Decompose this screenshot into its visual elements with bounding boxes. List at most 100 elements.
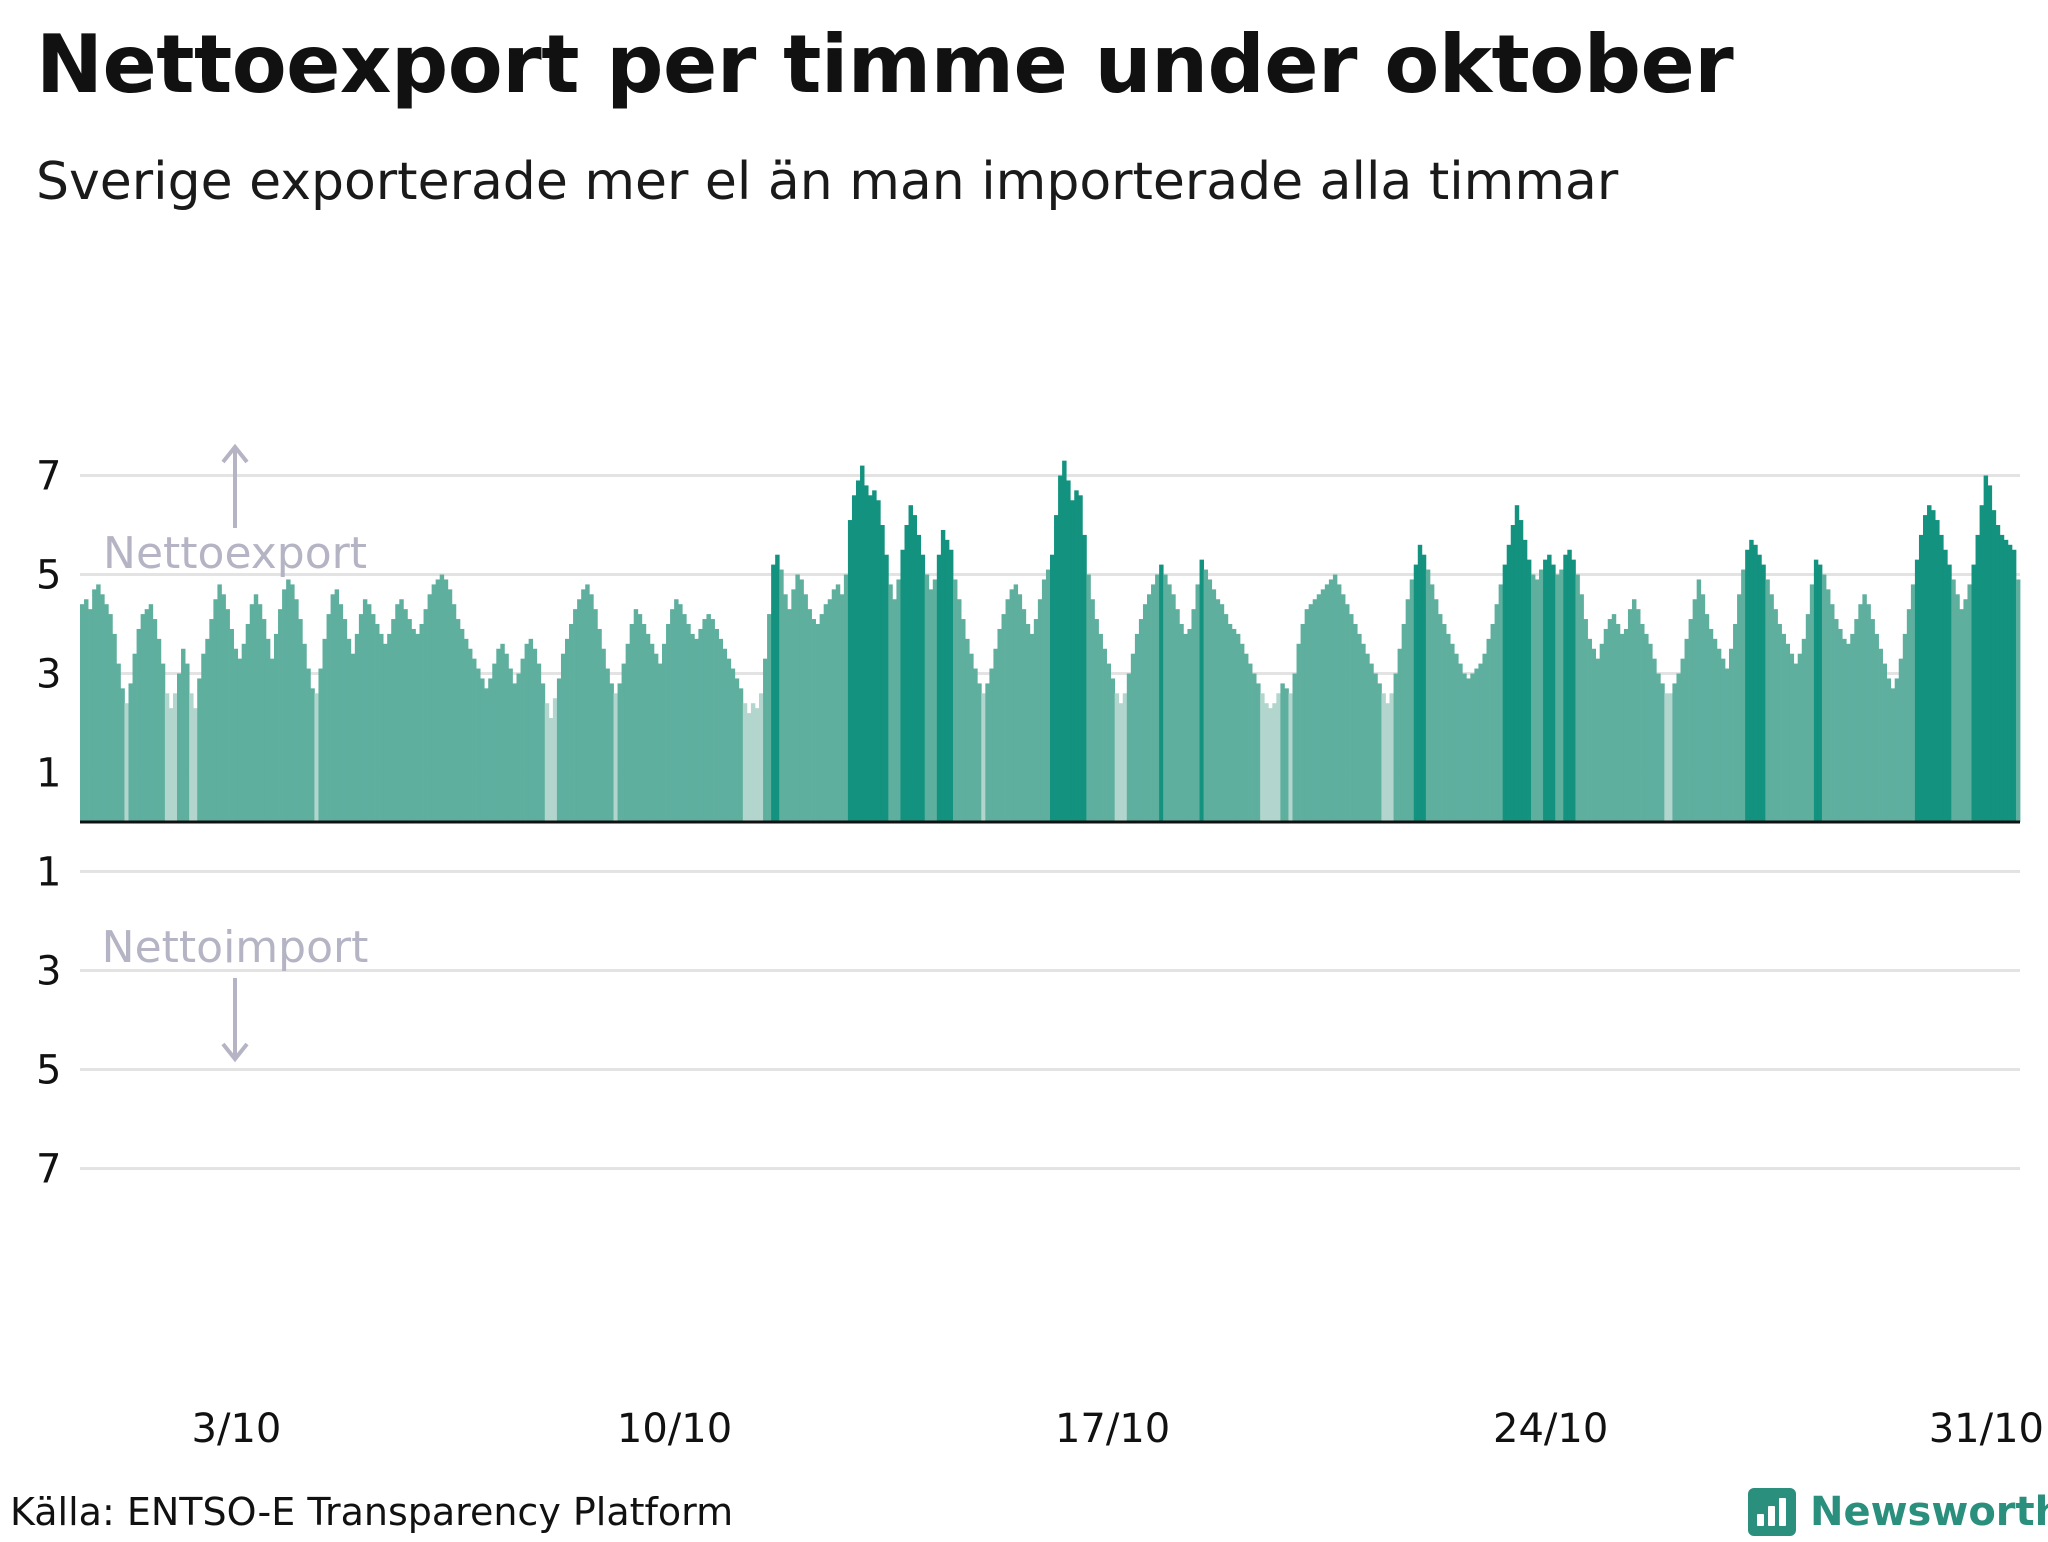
y-tick-label-import: 5 <box>36 1048 61 1094</box>
bar <box>459 628 465 822</box>
bar <box>597 628 602 822</box>
bar <box>104 604 109 822</box>
bar <box>1882 663 1888 822</box>
bar <box>132 653 137 822</box>
bar <box>896 579 901 822</box>
bar <box>1405 599 1411 822</box>
chart-subtitle: Sverige exporterade mer el än man import… <box>36 152 1619 212</box>
bar <box>1781 633 1786 822</box>
bar <box>1381 693 1386 822</box>
bar <box>1967 584 1972 822</box>
x-tick-label: 24/10 <box>1493 1406 1608 1452</box>
bar <box>799 579 804 822</box>
bar <box>1187 628 1192 822</box>
bar <box>1850 633 1855 822</box>
bar <box>613 693 618 822</box>
bar <box>1425 569 1431 822</box>
bar <box>710 619 715 822</box>
bar <box>1724 668 1730 822</box>
bar <box>1155 574 1160 822</box>
bar <box>1235 633 1241 822</box>
bar <box>916 534 922 822</box>
bar <box>662 643 667 822</box>
bar <box>213 599 218 822</box>
y-tick-label-import: 1 <box>36 850 61 896</box>
bar <box>1470 673 1475 822</box>
bar <box>96 584 101 822</box>
bar <box>411 628 416 822</box>
bar <box>791 589 796 822</box>
bar <box>1142 604 1148 822</box>
bar <box>1765 579 1770 822</box>
bar <box>189 693 194 822</box>
bar <box>415 633 420 822</box>
bar <box>900 549 905 822</box>
bar <box>1219 604 1225 822</box>
bar <box>160 663 166 822</box>
bar <box>880 525 885 822</box>
bar <box>730 668 736 822</box>
bar <box>1239 643 1245 822</box>
bar <box>152 619 158 822</box>
bar <box>1623 628 1629 822</box>
bar <box>1583 619 1588 822</box>
bar <box>395 604 400 822</box>
bar <box>738 688 744 822</box>
bar <box>1486 638 1491 822</box>
bar <box>904 525 909 822</box>
bar <box>362 599 368 822</box>
bar <box>1134 633 1140 822</box>
bar <box>835 584 841 822</box>
bar <box>678 604 683 822</box>
bar <box>443 579 449 822</box>
bar <box>953 579 958 822</box>
bar <box>581 589 586 822</box>
bar <box>718 638 724 822</box>
bar <box>181 648 186 822</box>
bar <box>1692 599 1698 822</box>
bar <box>1199 559 1204 822</box>
import-label: Nettoimport <box>102 922 369 973</box>
bar <box>116 663 121 822</box>
bar <box>548 718 554 822</box>
bar <box>1591 648 1597 822</box>
bar <box>100 594 105 822</box>
bar <box>144 609 150 822</box>
bar <box>282 589 287 822</box>
bar <box>779 569 784 822</box>
bar <box>1328 579 1334 822</box>
bar <box>1991 510 1997 822</box>
bar <box>480 678 485 822</box>
bar <box>92 589 97 822</box>
bar <box>763 658 768 822</box>
bar <box>1858 604 1863 822</box>
bar <box>1813 559 1819 822</box>
bar <box>1769 594 1774 822</box>
bar <box>1688 619 1694 822</box>
bar <box>358 614 364 822</box>
bar <box>565 638 570 822</box>
bar <box>860 465 865 822</box>
bar <box>261 619 267 822</box>
bar <box>286 579 291 822</box>
bar <box>209 619 214 822</box>
bar <box>1433 599 1439 822</box>
bar <box>1082 534 1087 822</box>
chart-title: Nettoexport per timme under oktober <box>36 18 1734 111</box>
bar <box>124 703 129 822</box>
bar <box>1070 500 1075 822</box>
bar <box>1304 609 1310 822</box>
bar <box>221 594 226 822</box>
bar <box>136 628 142 822</box>
bar <box>605 668 610 822</box>
y-tick-label-export: 3 <box>36 652 61 698</box>
bar <box>1341 594 1346 822</box>
bar <box>346 638 352 822</box>
bar <box>1656 673 1661 822</box>
bar <box>88 609 93 822</box>
bar <box>435 579 441 822</box>
import-annotation: Nettoimport <box>102 922 369 1063</box>
bar <box>225 609 230 822</box>
bar <box>1215 599 1221 822</box>
bar <box>633 609 639 822</box>
